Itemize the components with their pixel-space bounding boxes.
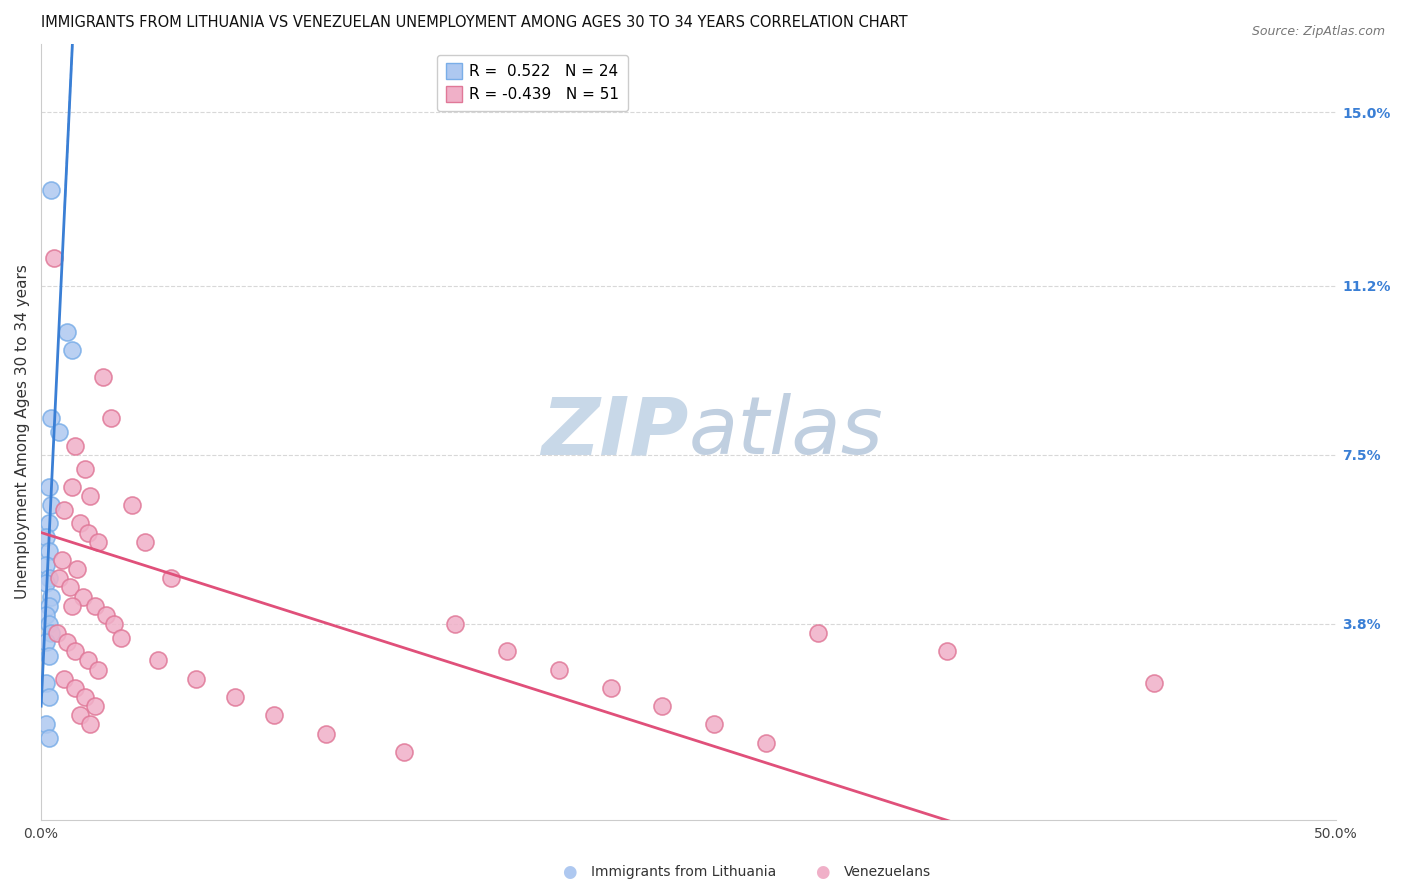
Point — [35, 717, 58, 731]
Point — [84, 599, 107, 613]
Point — [1143, 676, 1166, 690]
Point — [35, 676, 58, 690]
Point — [94, 607, 117, 622]
Text: ●: ● — [562, 863, 576, 881]
Point — [703, 717, 725, 731]
Point — [41, 411, 63, 425]
Text: Immigrants from Lithuania: Immigrants from Lithuania — [591, 865, 776, 880]
Point — [134, 534, 156, 549]
Point — [63, 644, 86, 658]
Point — [41, 498, 63, 512]
Text: IMMIGRANTS FROM LITHUANIA VS VENEZUELAN UNEMPLOYMENT AMONG AGES 30 TO 34 YEARS C: IMMIGRANTS FROM LITHUANIA VS VENEZUELAN … — [41, 15, 908, 30]
Point — [79, 717, 101, 731]
Point — [76, 525, 98, 540]
Point — [38, 571, 60, 585]
Point — [38, 544, 60, 558]
Point — [69, 708, 91, 723]
Point — [38, 599, 60, 613]
Text: Source: ZipAtlas.com: Source: ZipAtlas.com — [1251, 25, 1385, 38]
Text: ZIP: ZIP — [541, 393, 689, 471]
Point — [84, 699, 107, 714]
Point — [63, 439, 86, 453]
Point — [496, 644, 519, 658]
Point — [87, 534, 110, 549]
Point — [38, 516, 60, 531]
Point — [103, 616, 125, 631]
Point — [599, 681, 621, 695]
Point — [186, 672, 208, 686]
Point — [51, 553, 73, 567]
Point — [651, 699, 673, 714]
Point — [35, 575, 58, 590]
Point — [224, 690, 246, 704]
Point — [110, 631, 132, 645]
Point — [38, 648, 60, 663]
Text: atlas: atlas — [689, 393, 883, 471]
Point — [392, 745, 415, 759]
Point — [91, 370, 114, 384]
Point — [79, 489, 101, 503]
Point — [69, 516, 91, 531]
Point — [315, 726, 337, 740]
Point — [159, 571, 181, 585]
Point — [63, 681, 86, 695]
Point — [60, 343, 83, 357]
Point — [146, 653, 169, 667]
Point — [35, 607, 58, 622]
Point — [444, 616, 467, 631]
Point — [75, 461, 97, 475]
Point — [75, 690, 97, 704]
Point — [45, 626, 67, 640]
Point — [807, 626, 830, 640]
Point — [58, 580, 80, 594]
Text: Venezuelans: Venezuelans — [844, 865, 931, 880]
Point — [41, 183, 63, 197]
Y-axis label: Unemployment Among Ages 30 to 34 years: Unemployment Among Ages 30 to 34 years — [15, 265, 30, 599]
Point — [53, 502, 76, 516]
Point — [936, 644, 959, 658]
Text: ●: ● — [815, 863, 830, 881]
Point — [38, 616, 60, 631]
Point — [48, 425, 70, 439]
Point — [66, 562, 89, 576]
Point — [60, 480, 83, 494]
Point — [60, 599, 83, 613]
Point — [38, 731, 60, 746]
Point — [35, 635, 58, 649]
Point — [41, 626, 63, 640]
Point — [53, 672, 76, 686]
Point — [56, 635, 79, 649]
Point — [755, 736, 778, 750]
Point — [41, 590, 63, 604]
Point — [100, 411, 122, 425]
Point — [56, 325, 79, 339]
Point — [263, 708, 285, 723]
Point — [548, 663, 571, 677]
Point — [48, 571, 70, 585]
Point — [35, 530, 58, 544]
Point — [121, 498, 143, 512]
Point — [87, 663, 110, 677]
Point — [38, 690, 60, 704]
Point — [72, 590, 94, 604]
Point — [35, 558, 58, 572]
Legend: R =  0.522   N = 24, R = -0.439   N = 51: R = 0.522 N = 24, R = -0.439 N = 51 — [437, 55, 628, 112]
Point — [76, 653, 98, 667]
Point — [42, 252, 65, 266]
Point — [38, 480, 60, 494]
